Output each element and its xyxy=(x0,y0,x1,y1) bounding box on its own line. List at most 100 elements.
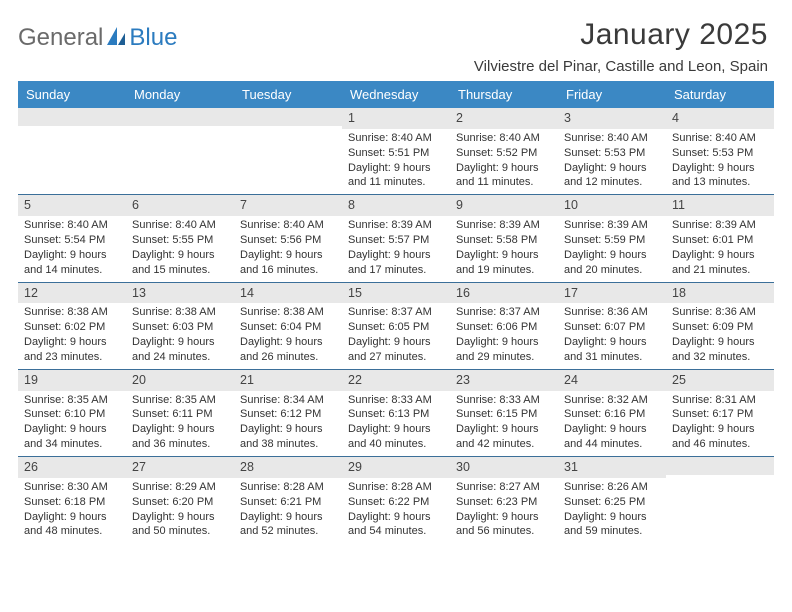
day-number: 14 xyxy=(234,283,342,304)
daylight-text: and 23 minutes. xyxy=(24,350,120,365)
day-number: 1 xyxy=(342,108,450,129)
sunset-text: Sunset: 6:21 PM xyxy=(240,495,336,510)
day-body: Sunrise: 8:39 AMSunset: 6:01 PMDaylight:… xyxy=(666,216,774,281)
sunrise-text: Sunrise: 8:39 AM xyxy=(672,218,768,233)
sunrise-text: Sunrise: 8:27 AM xyxy=(456,480,552,495)
day-number: 12 xyxy=(18,283,126,304)
sunrise-text: Sunrise: 8:36 AM xyxy=(564,305,660,320)
calendar-cell: 26Sunrise: 8:30 AMSunset: 6:18 PMDayligh… xyxy=(18,457,126,543)
day-body: Sunrise: 8:31 AMSunset: 6:17 PMDaylight:… xyxy=(666,391,774,456)
daylight-text: Daylight: 9 hours xyxy=(132,248,228,263)
daylight-text: and 31 minutes. xyxy=(564,350,660,365)
day-body xyxy=(234,126,342,186)
daylight-text: Daylight: 9 hours xyxy=(348,510,444,525)
calendar-cell: 5Sunrise: 8:40 AMSunset: 5:54 PMDaylight… xyxy=(18,195,126,281)
day-body: Sunrise: 8:40 AMSunset: 5:53 PMDaylight:… xyxy=(666,129,774,194)
day-number: 8 xyxy=(342,195,450,216)
day-body: Sunrise: 8:28 AMSunset: 6:21 PMDaylight:… xyxy=(234,478,342,543)
daylight-text: Daylight: 9 hours xyxy=(132,335,228,350)
sunset-text: Sunset: 6:10 PM xyxy=(24,407,120,422)
calendar-cell: 17Sunrise: 8:36 AMSunset: 6:07 PMDayligh… xyxy=(558,283,666,369)
calendar-cell: 23Sunrise: 8:33 AMSunset: 6:15 PMDayligh… xyxy=(450,370,558,456)
sunrise-text: Sunrise: 8:33 AM xyxy=(456,393,552,408)
sunset-text: Sunset: 6:17 PM xyxy=(672,407,768,422)
sunrise-text: Sunrise: 8:40 AM xyxy=(456,131,552,146)
day-header: Sunday xyxy=(18,81,126,108)
daylight-text: and 15 minutes. xyxy=(132,263,228,278)
day-body: Sunrise: 8:32 AMSunset: 6:16 PMDaylight:… xyxy=(558,391,666,456)
calendar-cell: 14Sunrise: 8:38 AMSunset: 6:04 PMDayligh… xyxy=(234,283,342,369)
day-body: Sunrise: 8:35 AMSunset: 6:11 PMDaylight:… xyxy=(126,391,234,456)
day-body: Sunrise: 8:37 AMSunset: 6:05 PMDaylight:… xyxy=(342,303,450,368)
sunset-text: Sunset: 5:53 PM xyxy=(564,146,660,161)
daylight-text: and 52 minutes. xyxy=(240,524,336,539)
calendar-cell: 4Sunrise: 8:40 AMSunset: 5:53 PMDaylight… xyxy=(666,108,774,194)
calendar-cell: 15Sunrise: 8:37 AMSunset: 6:05 PMDayligh… xyxy=(342,283,450,369)
daylight-text: and 16 minutes. xyxy=(240,263,336,278)
day-number: 22 xyxy=(342,370,450,391)
daylight-text: and 14 minutes. xyxy=(24,263,120,278)
daylight-text: and 29 minutes. xyxy=(456,350,552,365)
day-number: 11 xyxy=(666,195,774,216)
sunset-text: Sunset: 6:13 PM xyxy=(348,407,444,422)
sunset-text: Sunset: 6:05 PM xyxy=(348,320,444,335)
day-number: 29 xyxy=(342,457,450,478)
calendar-cell xyxy=(666,457,774,543)
calendar-cell: 12Sunrise: 8:38 AMSunset: 6:02 PMDayligh… xyxy=(18,283,126,369)
sunset-text: Sunset: 6:16 PM xyxy=(564,407,660,422)
daylight-text: and 48 minutes. xyxy=(24,524,120,539)
day-body: Sunrise: 8:28 AMSunset: 6:22 PMDaylight:… xyxy=(342,478,450,543)
sunrise-text: Sunrise: 8:35 AM xyxy=(24,393,120,408)
daylight-text: Daylight: 9 hours xyxy=(24,510,120,525)
sunset-text: Sunset: 6:12 PM xyxy=(240,407,336,422)
sunrise-text: Sunrise: 8:28 AM xyxy=(348,480,444,495)
daylight-text: Daylight: 9 hours xyxy=(564,422,660,437)
sunset-text: Sunset: 6:22 PM xyxy=(348,495,444,510)
daylight-text: Daylight: 9 hours xyxy=(672,161,768,176)
daylight-text: Daylight: 9 hours xyxy=(24,248,120,263)
week-row: 12Sunrise: 8:38 AMSunset: 6:02 PMDayligh… xyxy=(18,283,774,370)
daylight-text: and 50 minutes. xyxy=(132,524,228,539)
day-number: 28 xyxy=(234,457,342,478)
week-row: 5Sunrise: 8:40 AMSunset: 5:54 PMDaylight… xyxy=(18,195,774,282)
sunrise-text: Sunrise: 8:31 AM xyxy=(672,393,768,408)
daylight-text: Daylight: 9 hours xyxy=(672,422,768,437)
sunset-text: Sunset: 6:09 PM xyxy=(672,320,768,335)
calendar-cell: 31Sunrise: 8:26 AMSunset: 6:25 PMDayligh… xyxy=(558,457,666,543)
day-number: 21 xyxy=(234,370,342,391)
daylight-text: Daylight: 9 hours xyxy=(132,422,228,437)
page-header: General Blue January 2025 Vilviestre del… xyxy=(18,18,774,75)
day-body: Sunrise: 8:33 AMSunset: 6:13 PMDaylight:… xyxy=(342,391,450,456)
sunrise-text: Sunrise: 8:37 AM xyxy=(348,305,444,320)
daylight-text: Daylight: 9 hours xyxy=(564,161,660,176)
day-number xyxy=(666,457,774,475)
sunrise-text: Sunrise: 8:40 AM xyxy=(564,131,660,146)
day-body: Sunrise: 8:29 AMSunset: 6:20 PMDaylight:… xyxy=(126,478,234,543)
sunrise-text: Sunrise: 8:34 AM xyxy=(240,393,336,408)
location-subtitle: Vilviestre del Pinar, Castille and Leon,… xyxy=(474,58,768,75)
day-number: 4 xyxy=(666,108,774,129)
day-number: 30 xyxy=(450,457,558,478)
daylight-text: and 21 minutes. xyxy=(672,263,768,278)
day-number: 2 xyxy=(450,108,558,129)
sunrise-text: Sunrise: 8:36 AM xyxy=(672,305,768,320)
day-number: 24 xyxy=(558,370,666,391)
sunrise-text: Sunrise: 8:40 AM xyxy=(132,218,228,233)
calendar-cell xyxy=(18,108,126,194)
sunset-text: Sunset: 6:20 PM xyxy=(132,495,228,510)
daylight-text: Daylight: 9 hours xyxy=(132,510,228,525)
day-number: 15 xyxy=(342,283,450,304)
day-number: 10 xyxy=(558,195,666,216)
day-number: 13 xyxy=(126,283,234,304)
sunrise-text: Sunrise: 8:30 AM xyxy=(24,480,120,495)
sunset-text: Sunset: 6:01 PM xyxy=(672,233,768,248)
sunrise-text: Sunrise: 8:29 AM xyxy=(132,480,228,495)
day-body: Sunrise: 8:30 AMSunset: 6:18 PMDaylight:… xyxy=(18,478,126,543)
daylight-text: Daylight: 9 hours xyxy=(564,335,660,350)
calendar-cell: 30Sunrise: 8:27 AMSunset: 6:23 PMDayligh… xyxy=(450,457,558,543)
sunset-text: Sunset: 5:56 PM xyxy=(240,233,336,248)
sunset-text: Sunset: 6:06 PM xyxy=(456,320,552,335)
daylight-text: and 12 minutes. xyxy=(564,175,660,190)
daylight-text: Daylight: 9 hours xyxy=(240,422,336,437)
day-header: Wednesday xyxy=(342,81,450,108)
